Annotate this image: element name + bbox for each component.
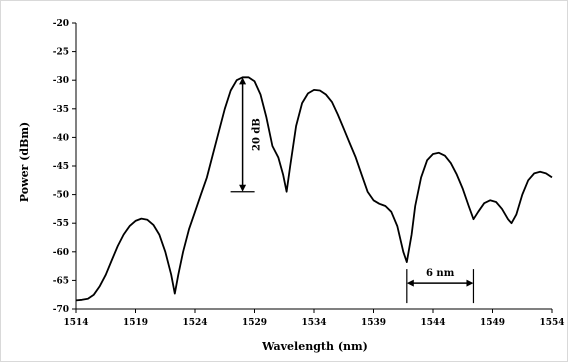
y-axis-ticks: -20 -25 -30 -35 -40 -45 -50 -55 -60 -65 -70 bbox=[53, 19, 76, 315]
y-axis-title: Power (dBm) bbox=[18, 122, 31, 202]
y-tick-label: -20 bbox=[53, 19, 69, 29]
x-tick-label: 1519 bbox=[123, 318, 148, 328]
y-tick-label: -40 bbox=[53, 133, 69, 143]
x-tick-label: 1544 bbox=[420, 318, 445, 328]
y-tick-label: -60 bbox=[53, 248, 69, 258]
x-tick-label: 1524 bbox=[182, 318, 207, 328]
y-tick-label: -30 bbox=[53, 76, 69, 86]
y-tick-label: -70 bbox=[53, 305, 69, 315]
nm-arrow-head-left bbox=[406, 279, 414, 287]
db-arrow-head-bottom bbox=[239, 184, 247, 192]
y-tick-label: -65 bbox=[53, 276, 69, 286]
x-tick-label: 1534 bbox=[301, 318, 326, 328]
y-tick-label: -25 bbox=[53, 48, 69, 58]
y-tick-label: -50 bbox=[53, 191, 69, 201]
spectrum-series-line bbox=[75, 76, 553, 302]
x-tick-label: 1539 bbox=[361, 318, 386, 328]
x-tick-label: 1549 bbox=[480, 318, 505, 328]
x-tick-label: 1529 bbox=[242, 318, 267, 328]
annotations: 20 dB 6 nm bbox=[230, 77, 475, 304]
x-tick-label: 1514 bbox=[63, 318, 88, 328]
y-tick-label: -45 bbox=[53, 162, 69, 172]
y-tick-label: -55 bbox=[53, 219, 69, 229]
nm-annotation-label: 6 nm bbox=[426, 268, 455, 279]
db-annotation-label: 20 dB bbox=[252, 118, 263, 151]
x-axis-title: Wavelength (nm) bbox=[261, 340, 368, 353]
x-tick-label: 1554 bbox=[539, 318, 564, 328]
db-arrow-head-top bbox=[239, 77, 247, 85]
x-axis-ticks: 1514 1519 1524 1529 1534 1539 1544 1549 1554 bbox=[63, 309, 565, 328]
nm-arrow-head-right bbox=[466, 279, 474, 287]
y-tick-label: -35 bbox=[53, 105, 69, 115]
